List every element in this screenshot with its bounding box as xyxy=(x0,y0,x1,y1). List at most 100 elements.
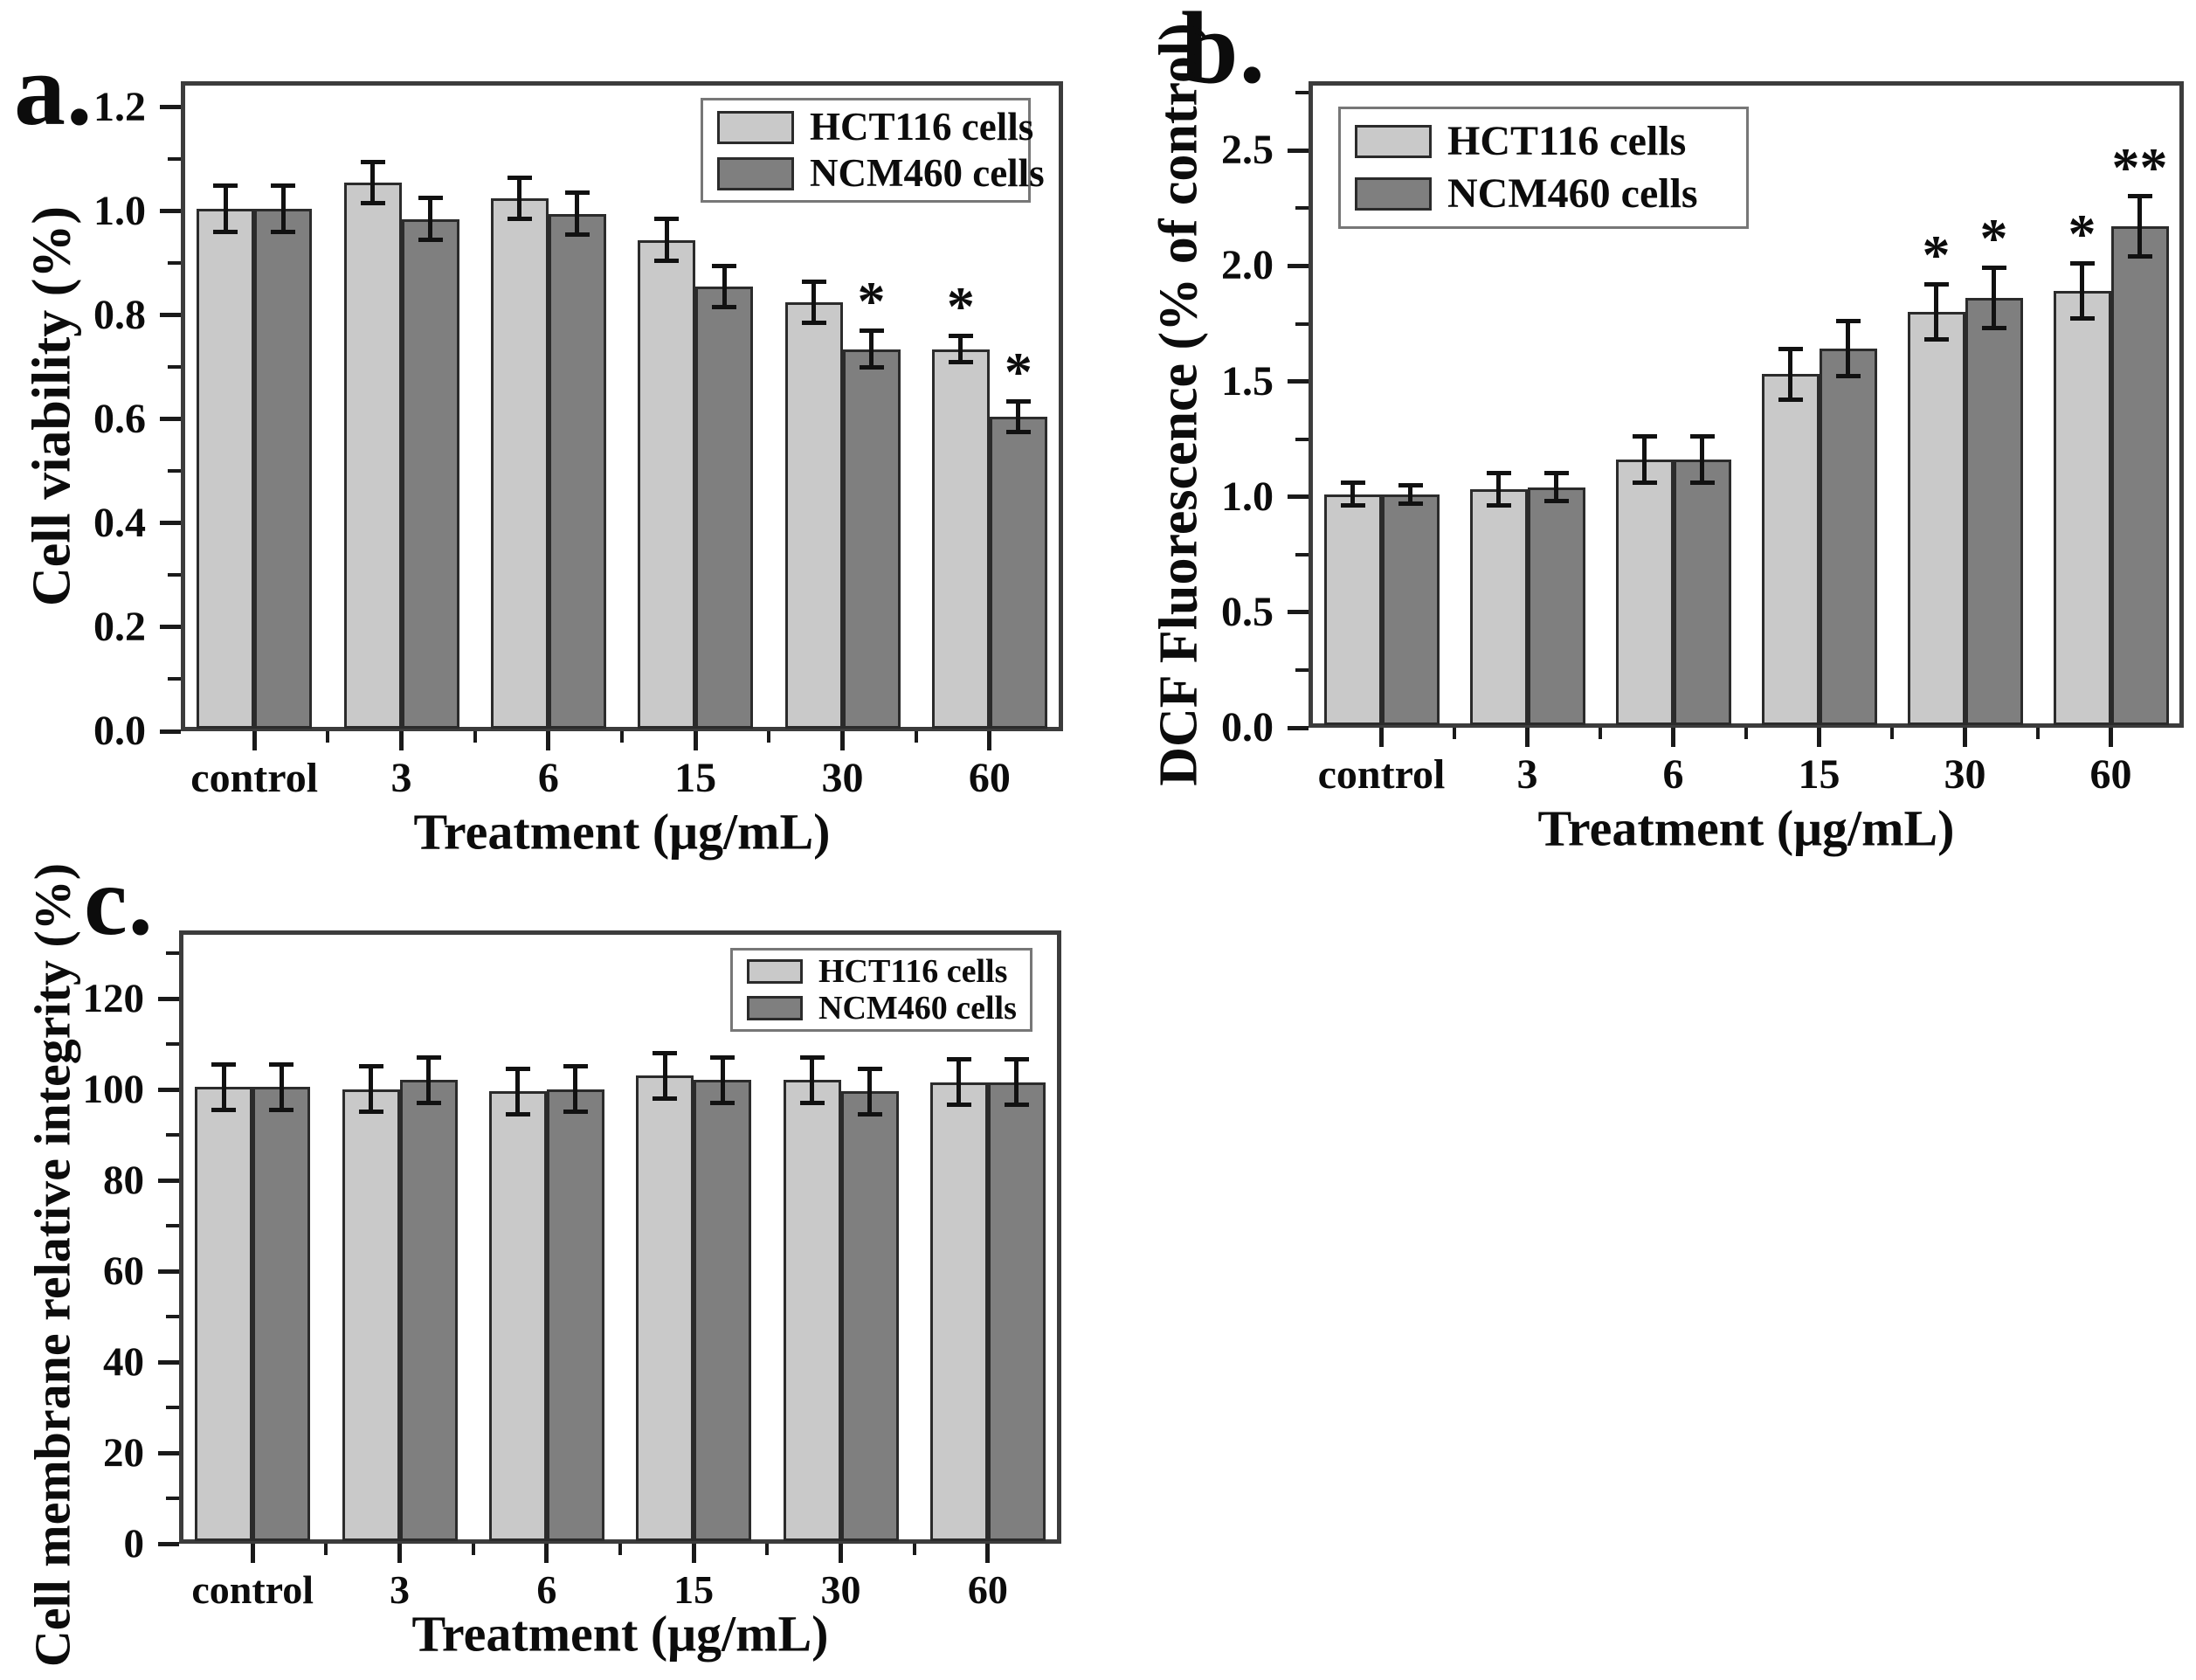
error-bar-cap xyxy=(710,1054,735,1060)
x-tick xyxy=(1379,728,1384,747)
y-minor-tick xyxy=(166,1497,179,1500)
error-bar-cap xyxy=(1398,501,1423,506)
error-bar-cap xyxy=(418,196,443,201)
error-bar-cap xyxy=(654,258,680,263)
error-bar-cap xyxy=(1486,471,1511,476)
error-bar-cap xyxy=(1835,374,1861,379)
significance-marker: * xyxy=(1922,223,1951,286)
error-bar-cap xyxy=(1689,434,1715,439)
x-minor-tick xyxy=(2036,728,2040,739)
bar-hct116-15 xyxy=(636,1075,694,1541)
error-bar-cap xyxy=(799,1100,825,1105)
legend-c: HCT116 cells NCM460 cells xyxy=(730,948,1032,1032)
y-tick xyxy=(160,105,181,110)
y-tick-label: 1.2 xyxy=(93,83,146,130)
bar-ncm460-60 xyxy=(987,1082,1046,1541)
error-bar-cap xyxy=(213,183,238,188)
y-minor-tick xyxy=(168,573,181,577)
x-tick xyxy=(693,731,698,750)
error-bar-cap xyxy=(799,1054,825,1060)
error-bar-cap xyxy=(1632,480,1657,485)
y-minor-tick xyxy=(166,951,179,955)
x-tick xyxy=(546,731,551,750)
bar-ncm460-60 xyxy=(2110,226,2169,725)
x-axis-title-a: Treatment (μg/mL) xyxy=(413,803,831,861)
x-tick-label: control xyxy=(190,755,319,801)
error-bar-cap xyxy=(859,364,884,370)
legend-label: NCM460 cells xyxy=(818,990,1017,1027)
y-minor-tick xyxy=(1295,552,1309,557)
bar-ncm460-30 xyxy=(840,1091,899,1541)
x-tick-label: 60 xyxy=(967,1567,1008,1612)
legend-swatch-hct116 xyxy=(717,110,794,144)
error-bar-line xyxy=(1700,436,1704,483)
legend-a: HCT116 cells NCM460 cells xyxy=(701,98,1045,203)
error-bar-cap xyxy=(857,1111,882,1117)
bar-hct116-30 xyxy=(784,301,843,729)
bar-hct116-3 xyxy=(342,1089,400,1541)
x-tick xyxy=(1671,728,1675,747)
error-bar-cap xyxy=(1004,1057,1029,1062)
error-bar-cap xyxy=(507,217,532,222)
bar-hct116-3 xyxy=(1469,489,1528,725)
error-bar-line xyxy=(720,1057,725,1103)
x-minor-tick xyxy=(1890,728,1894,739)
error-bar-cap xyxy=(2069,260,2095,266)
y-minor-tick xyxy=(1295,91,1309,95)
error-bar-line xyxy=(280,185,286,232)
y-tick-label: 0.4 xyxy=(93,499,146,546)
bar-ncm460-control xyxy=(252,1087,311,1541)
legend-entry: HCT116 cells xyxy=(733,955,1030,988)
error-bar-cap xyxy=(269,1107,294,1112)
bar-ncm460-15 xyxy=(1819,349,1877,725)
x-tick-label: 30 xyxy=(821,755,864,801)
error-bar-cap xyxy=(710,1100,735,1105)
error-bar-line xyxy=(869,330,874,368)
error-bar-cap xyxy=(360,159,385,164)
error-bar-cap xyxy=(418,238,443,242)
bar-hct116-6 xyxy=(488,1091,547,1541)
x-tick-label: 30 xyxy=(820,1567,861,1612)
legend-label: NCM460 cells xyxy=(810,151,1045,195)
y-tick xyxy=(158,1450,179,1455)
error-bar-cap xyxy=(857,1066,882,1071)
y-minor-tick xyxy=(1295,321,1309,326)
legend-swatch-ncm460 xyxy=(1355,177,1432,211)
legend-label: HCT116 cells xyxy=(1447,117,1687,164)
error-bar-line xyxy=(370,162,375,204)
y-tick xyxy=(158,996,179,1001)
panel-label-c: c. xyxy=(84,847,154,956)
error-bar-cap xyxy=(1835,319,1861,323)
error-bar-cap xyxy=(801,321,826,326)
error-bar-cap xyxy=(801,279,826,284)
bar-hct116-30 xyxy=(783,1080,841,1541)
y-tick xyxy=(160,729,181,734)
y-tick-label: 0.8 xyxy=(93,291,146,338)
error-bar-cap xyxy=(1778,346,1803,351)
error-bar-line xyxy=(1350,482,1355,506)
x-minor-tick xyxy=(326,731,330,743)
error-bar-cap xyxy=(271,183,296,188)
y-tick-label: 20 xyxy=(103,1429,144,1476)
y-tick-label: 0.2 xyxy=(93,603,146,650)
significance-marker: * xyxy=(1004,340,1032,403)
panel-label-a: a. xyxy=(14,32,93,147)
y-tick xyxy=(160,313,181,318)
y-minor-tick xyxy=(1295,437,1309,441)
y-tick-label: 100 xyxy=(82,1066,145,1112)
error-bar-cap xyxy=(269,1061,294,1067)
bar-ncm460-15 xyxy=(695,287,754,729)
significance-marker: * xyxy=(2068,203,2096,266)
bar-ncm460-control xyxy=(254,208,313,729)
error-bar-cap xyxy=(507,175,532,180)
x-tick xyxy=(399,731,404,750)
x-tick-label: control xyxy=(1317,751,1446,798)
x-tick-label: 6 xyxy=(536,1567,557,1612)
y-tick-label: 1.0 xyxy=(93,187,146,234)
y-tick-label: 0.6 xyxy=(93,395,146,442)
error-bar-cap xyxy=(1981,266,2006,271)
error-bar-line xyxy=(428,197,432,240)
error-bar-cap xyxy=(1005,430,1031,435)
y-tick xyxy=(158,1178,179,1183)
legend-label: NCM460 cells xyxy=(1447,170,1698,218)
